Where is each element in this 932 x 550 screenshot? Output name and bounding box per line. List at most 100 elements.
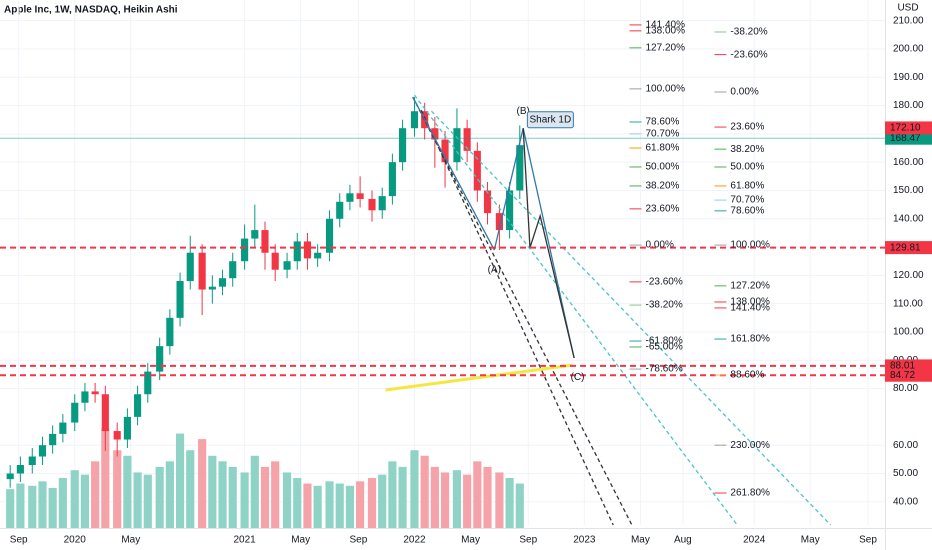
volume-bar [6,489,15,528]
candle-body [453,128,461,163]
candle-body [336,201,344,219]
candle-body [251,230,259,239]
fib-label: 161.80% [730,334,770,345]
pattern-point-label: (A) [488,264,501,275]
candle-body [378,196,386,211]
candle-body [516,145,524,191]
fib-label: 138.00% [645,25,685,36]
y-tick-label: 200.00 [893,44,924,55]
fib-label: 0.00% [645,240,673,251]
volume-bar [313,485,322,528]
fib-label: 23.60% [730,122,764,133]
x-tick-label: 2023 [573,535,596,546]
candle-body [368,198,376,211]
x-tick-label: Sep [350,535,368,546]
price-tag-label: 88.01 [890,361,915,372]
volume-bar [505,478,514,528]
fib-label: 100.00% [730,240,770,251]
candle-body [325,218,334,253]
volume-bar [155,466,164,528]
volume-bar [473,461,482,528]
volume-bar [345,485,354,528]
fib-label: -23.60% [645,277,682,288]
pattern-label-box [526,111,574,129]
trendline [412,96,633,526]
volume-bar [70,470,79,528]
volume-bar [282,472,292,528]
price-tag-label: 84.72 [890,370,915,381]
y-tick-label: 180.00 [893,100,924,111]
fib-label: 100.00% [645,84,685,95]
volume-bar [175,433,185,528]
candle-body [495,213,503,231]
candle-body [176,281,184,318]
y-tick-label: 100.00 [893,327,924,338]
x-tick-label: 2021 [233,535,256,546]
volume-bar [198,439,207,528]
price-tag [885,121,932,135]
fib-label: 78.60% [645,117,679,128]
candle-body [28,456,36,465]
fib-label: 138.00% [730,297,770,308]
candle-body [261,230,269,253]
x-tick-label: 2022 [403,535,426,546]
y-tick-label: 210.00 [893,15,924,26]
candle-body [431,128,439,140]
volume-bar [165,461,174,528]
candle-body [388,162,396,197]
candle-body [38,445,47,457]
y-tick-label: 40.00 [893,496,918,507]
volume-bar [228,466,237,528]
y-tick-label: 60.00 [893,440,918,451]
candle-body [49,433,57,446]
fib-label: 0.00% [730,87,758,98]
fib-label: 61.80% [730,181,764,192]
candle-body [283,261,291,270]
x-tick-label: May [631,535,650,546]
candle-body [59,422,67,434]
volume-bar [240,472,249,528]
candle-body [303,241,312,259]
volume-bar [483,466,492,528]
candle-body [473,150,481,191]
candle-body [81,391,89,403]
candle-body [71,402,79,423]
volume-bar [420,455,429,528]
volume-bar [440,472,450,528]
y-tick-label: 110.00 [893,298,923,309]
candle-body [166,317,174,347]
fib-label: -65.00% [645,342,682,353]
candle-body [410,111,419,129]
volume-bar [388,461,397,528]
trendline [385,363,573,392]
fib-label: 50.00% [730,162,764,173]
x-tick-label: Sep [10,535,28,546]
volume-bar [260,466,270,528]
price-tag [885,241,932,255]
y-tick-label: 190.00 [893,72,924,83]
candle-body [441,139,449,163]
pattern-point-label: (B) [517,106,530,117]
fib-label: -78.60% [645,364,682,375]
y-tick-label: 50.00 [893,468,918,479]
pattern-label: Shark 1D [530,114,572,125]
candle-body [156,346,164,372]
volume-bar [495,472,504,528]
price-tag [885,368,932,382]
candle-body [91,391,99,395]
fib-label: 70.70% [730,195,764,206]
y-tick-label: 150.00 [893,185,924,196]
candle-body [346,193,354,202]
y-tick-label: 120.00 [893,270,924,281]
fib-label: 88.60% [730,370,764,381]
x-tick-label: May [121,535,140,546]
fib-label: 261.80% [730,488,770,499]
price-tag-label: 172.10 [890,123,921,134]
fib-label: 38.20% [645,181,679,192]
currency: USD [897,3,918,14]
volume-bar [303,483,312,528]
volume-bar [186,450,195,528]
volume-bar [91,461,100,528]
